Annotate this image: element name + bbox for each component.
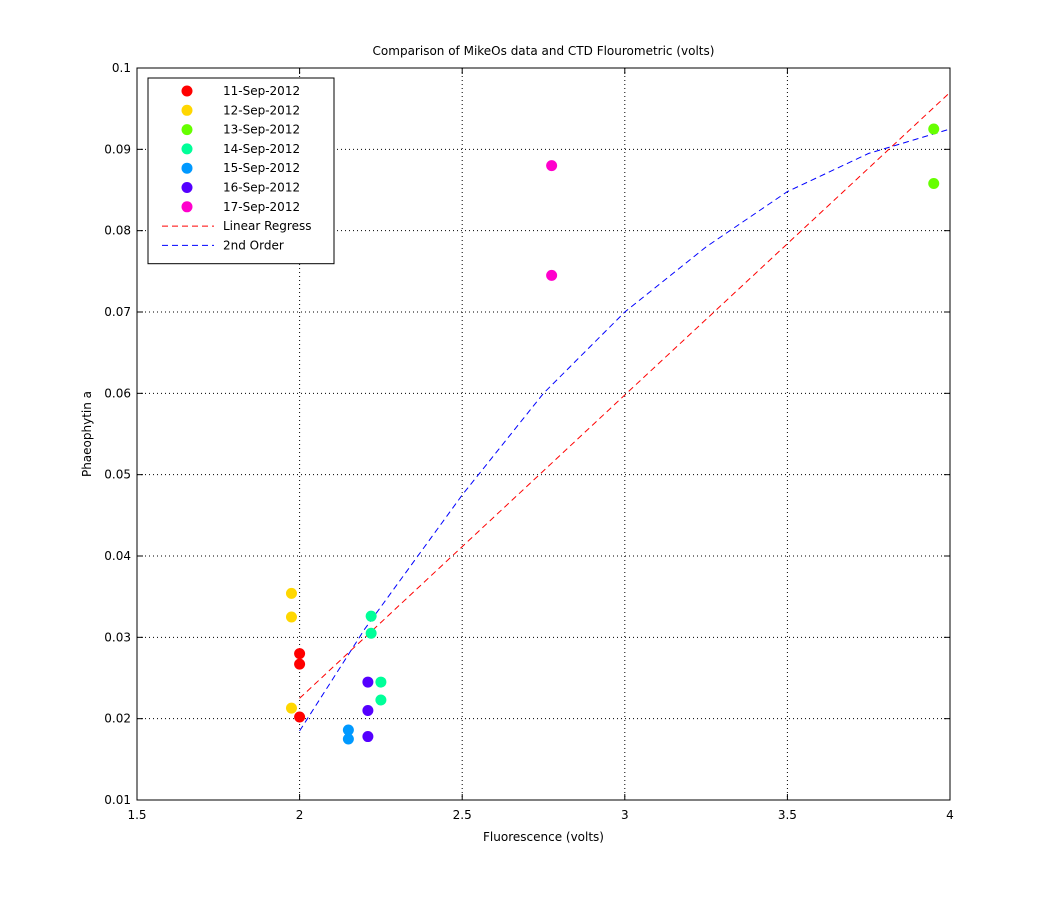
data-point — [342, 733, 354, 745]
legend-marker — [181, 201, 193, 213]
legend-label: 2nd Order — [223, 238, 284, 252]
plot-area-border — [136, 67, 951, 801]
y-tick-label: 0.04 — [104, 549, 131, 563]
y-tick-label: 0.1 — [112, 61, 131, 75]
data-points — [285, 123, 940, 745]
data-point — [375, 694, 387, 706]
legend-marker — [181, 143, 193, 155]
data-point — [342, 724, 354, 736]
legend-label: 12-Sep-2012 — [223, 103, 300, 117]
legend-box — [147, 77, 335, 265]
data-point — [546, 269, 558, 281]
legend-marker — [181, 104, 193, 116]
fit-line — [299, 128, 951, 732]
legend-marker — [181, 162, 193, 174]
legend-marker — [181, 182, 193, 193]
legend-label: 11-Sep-2012 — [223, 84, 300, 98]
y-tick-label: 0.05 — [104, 468, 131, 482]
legend-marker — [181, 124, 193, 136]
data-point — [294, 711, 306, 723]
x-tick-label: 3.5 — [778, 808, 797, 822]
legend-label: 16-Sep-2012 — [223, 181, 300, 195]
legend-label: 15-Sep-2012 — [223, 161, 300, 175]
fit-lines — [299, 92, 951, 732]
axis-ticks: 1.5 2 2.5 3 3.5 4 0.01 0.02 0.03 0.04 0.05 0.06 0.07… — [104, 61, 954, 822]
legend: 11-Sep-2012 12-Sep-2012 13-Sep-2012 14-Sep-… — [147, 77, 335, 265]
data-point — [362, 705, 374, 717]
x-tick-label: 2.5 — [453, 808, 472, 822]
x-tick-label: 2 — [296, 808, 304, 822]
y-tick-label: 0.01 — [104, 793, 131, 807]
data-point — [365, 610, 377, 622]
x-tick-label: 1.5 — [127, 808, 146, 822]
y-tick-label: 0.08 — [104, 224, 131, 238]
y-axis-label: Phaeophytin a — [80, 391, 94, 477]
x-axis-label: Fluorescence (volts) — [483, 830, 604, 844]
data-point — [285, 587, 297, 599]
legend-label: 13-Sep-2012 — [223, 123, 300, 137]
data-point — [362, 731, 374, 743]
x-tick-label: 3 — [621, 808, 629, 822]
y-tick-label: 0.06 — [104, 386, 131, 400]
legend-label: Linear Regress — [223, 219, 311, 233]
legend-label: 17-Sep-2012 — [223, 200, 300, 214]
data-point — [294, 658, 306, 670]
y-tick-label: 0.02 — [104, 712, 131, 726]
legend-marker — [181, 85, 193, 97]
fit-line — [299, 92, 951, 699]
y-tick-label: 0.09 — [104, 142, 131, 156]
data-point — [928, 177, 940, 189]
data-point — [546, 160, 558, 172]
chart-title: Comparison of MikeOs data and CTD Flouro… — [373, 44, 715, 58]
data-point — [285, 702, 297, 714]
y-tick-label: 0.03 — [104, 630, 131, 644]
legend-label: 14-Sep-2012 — [223, 142, 300, 156]
x-tick-label: 4 — [946, 808, 954, 822]
y-tick-label: 0.07 — [104, 305, 131, 319]
data-point — [285, 611, 297, 623]
data-point — [365, 627, 377, 639]
data-point — [362, 676, 374, 688]
data-point — [294, 648, 306, 660]
data-point — [375, 676, 387, 688]
data-point — [928, 123, 940, 135]
